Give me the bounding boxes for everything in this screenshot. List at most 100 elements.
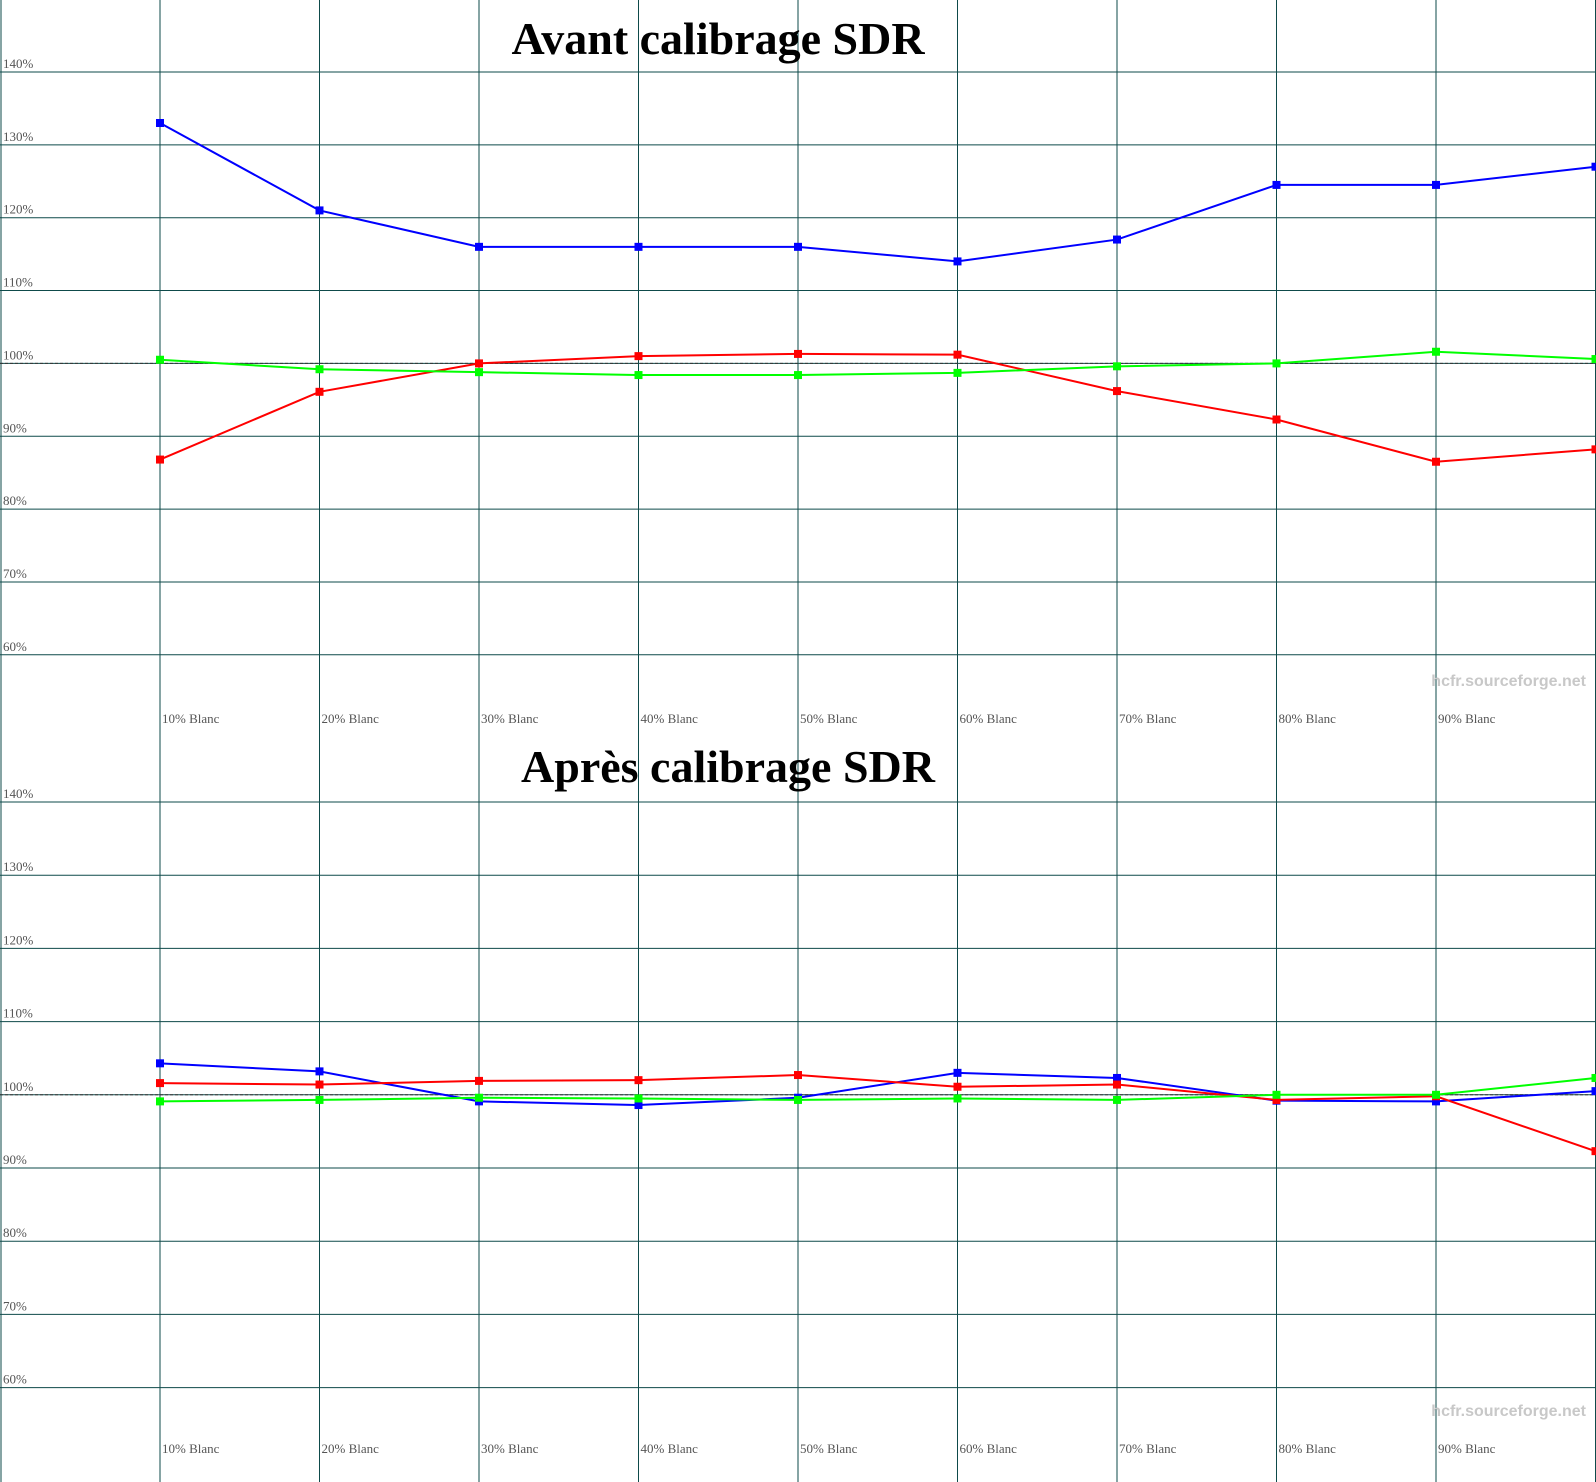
- data-point: [1591, 1147, 1596, 1156]
- data-point: [475, 1076, 483, 1085]
- data-point: [315, 1080, 324, 1089]
- x-tick-label: 20% Blanc: [322, 1441, 380, 1456]
- x-tick-label: 50% Blanc: [800, 1441, 858, 1456]
- data-point: [634, 1094, 643, 1103]
- data-point: [1591, 1073, 1596, 1082]
- x-tick-label: 70% Blanc: [1119, 711, 1177, 726]
- data-point: [156, 455, 164, 464]
- data-point: [1591, 162, 1596, 171]
- x-tick-label: 10% Blanc: [162, 711, 220, 726]
- data-point: [953, 257, 962, 266]
- x-tick-label: 60% Blanc: [960, 1441, 1018, 1456]
- series-line: [159, 122, 1596, 263]
- data-point: [156, 1079, 164, 1088]
- x-tick-label: 40% Blanc: [641, 711, 699, 726]
- series-line: [159, 350, 1596, 377]
- data-point: [156, 1059, 164, 1068]
- data-point: [1113, 1080, 1121, 1089]
- data-point: [634, 1076, 643, 1085]
- data-point: [1272, 180, 1281, 189]
- y-tick-label: 100%: [3, 1079, 34, 1094]
- chart-title: Après calibrage SDR: [521, 741, 936, 792]
- data-point: [1272, 359, 1281, 368]
- y-tick-label: 80%: [3, 1225, 27, 1240]
- data-point: [1113, 235, 1121, 244]
- data-point: [156, 118, 164, 127]
- y-tick-label: 120%: [3, 202, 34, 217]
- data-point: [634, 371, 643, 380]
- data-point: [1432, 347, 1440, 356]
- data-point: [315, 1067, 324, 1076]
- data-point: [794, 349, 802, 358]
- y-tick-label: 60%: [3, 639, 27, 654]
- y-tick-label: 140%: [3, 786, 34, 801]
- data-point: [315, 206, 324, 215]
- y-tick-label: 140%: [3, 56, 34, 71]
- x-tick-label: 10% Blanc: [162, 1441, 220, 1456]
- series-line: [159, 1074, 1596, 1153]
- data-point: [315, 365, 324, 374]
- data-point: [156, 355, 164, 364]
- chart-apres: 60% 70% 80% 90% 100% 110% 120% 130% 140% 10% Blan…: [0, 730, 1596, 1482]
- data-point: [315, 1095, 324, 1104]
- y-tick-label: 130%: [3, 859, 34, 874]
- data-point: [475, 359, 483, 368]
- chart-avant-svg: 60% 70% 80% 90% 100% 110% 120% 130% 140% 10% Blan…: [0, 0, 1596, 730]
- data-point: [475, 242, 483, 251]
- x-tick-label: 40% Blanc: [641, 1441, 699, 1456]
- data-point: [156, 1097, 164, 1106]
- data-point: [953, 350, 962, 359]
- data-point: [1272, 1090, 1281, 1099]
- data-point: [1432, 180, 1440, 189]
- y-tick-label: 70%: [3, 566, 27, 581]
- y-tick-label: 60%: [3, 1372, 27, 1387]
- data-point: [953, 1094, 962, 1103]
- series-line: [159, 1062, 1596, 1107]
- data-point: [1113, 1073, 1121, 1082]
- watermark-text: hcfr.sourceforge.net: [1431, 673, 1586, 690]
- data-point: [634, 242, 643, 251]
- x-tick-label: 70% Blanc: [1119, 1441, 1177, 1456]
- y-tick-label: 70%: [3, 1298, 27, 1313]
- y-tick-label: 120%: [3, 932, 34, 947]
- x-tick-label: 50% Blanc: [800, 711, 858, 726]
- data-point: [1113, 1095, 1121, 1104]
- data-point: [1432, 1097, 1440, 1106]
- x-tick-label: 80% Blanc: [1279, 711, 1337, 726]
- x-tick-label: 30% Blanc: [481, 711, 539, 726]
- chart-apres-svg: 60% 70% 80% 90% 100% 110% 120% 130% 140% 10% Blan…: [0, 730, 1596, 1482]
- data-point: [1272, 1095, 1281, 1104]
- x-tick-label: 90% Blanc: [1438, 1441, 1496, 1456]
- x-tick-label: 80% Blanc: [1279, 1441, 1337, 1456]
- data-point: [475, 1093, 483, 1102]
- watermark-text: hcfr.sourceforge.net: [1431, 1403, 1586, 1420]
- x-tick-label: 60% Blanc: [960, 711, 1018, 726]
- data-point: [794, 242, 802, 251]
- data-point: [1591, 355, 1596, 364]
- data-point: [794, 371, 802, 380]
- data-point: [794, 1095, 802, 1104]
- data-point: [1432, 1090, 1440, 1099]
- data-point: [953, 368, 962, 377]
- series-line: [159, 352, 1596, 463]
- grid: [0, 730, 1596, 1482]
- y-tick-label: 100%: [3, 347, 34, 362]
- y-tick-label: 90%: [3, 420, 27, 435]
- x-tick-label: 90% Blanc: [1438, 711, 1496, 726]
- y-tick-label: 80%: [3, 493, 27, 508]
- data-point: [1432, 457, 1440, 466]
- y-tick-label: 90%: [3, 1152, 27, 1167]
- data-point: [634, 1101, 643, 1110]
- data-point: [315, 387, 324, 396]
- chart-title: Avant calibrage SDR: [511, 13, 925, 64]
- data-point: [794, 1071, 802, 1080]
- x-tick-label: 20% Blanc: [322, 711, 380, 726]
- data-point: [1113, 387, 1121, 396]
- data-point: [1591, 1087, 1596, 1096]
- y-tick-label: 130%: [3, 129, 34, 144]
- y-tick-label: 110%: [3, 1006, 33, 1021]
- x-tick-label: 30% Blanc: [481, 1441, 539, 1456]
- data-point: [1591, 445, 1596, 454]
- series-line: [159, 1076, 1596, 1103]
- data-point: [953, 1068, 962, 1077]
